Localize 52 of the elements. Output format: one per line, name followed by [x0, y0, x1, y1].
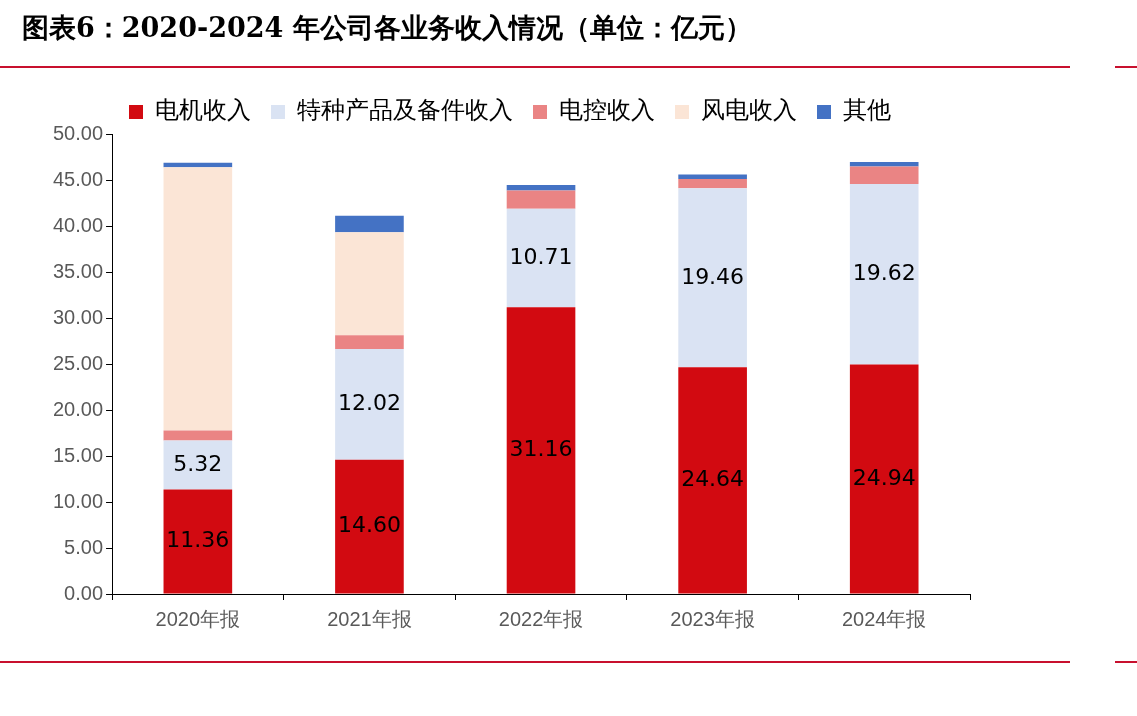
data-label: 24.64: [681, 466, 745, 492]
bar: [506, 190, 576, 209]
bar: [335, 459, 404, 594]
y-tick-label: 30.00: [52, 305, 104, 328]
legend-label: 电机收入: [155, 96, 251, 125]
x-tick-label: 2023年报: [670, 607, 755, 630]
y-tick-label: 10.00: [52, 489, 104, 512]
x-tick-label: 2020年报: [155, 607, 241, 630]
bar: [849, 184, 919, 365]
y-tick-label: 40.00: [52, 213, 104, 236]
y-tick-label: 35.00: [52, 259, 104, 282]
bar: [678, 179, 747, 189]
data-label: 24.94: [852, 464, 916, 490]
bar: [335, 232, 404, 336]
bar: [678, 367, 747, 594]
data-label: 19.62: [852, 260, 916, 286]
bar: [849, 364, 919, 594]
y-tick-label: 15.00: [52, 443, 104, 466]
bar: [506, 307, 576, 594]
y-tick-label: 50.00: [52, 121, 104, 144]
data-label: 11.36: [166, 527, 230, 553]
data-label: 5.32: [173, 450, 223, 476]
legend-label: 特种产品及备件收入: [297, 96, 513, 125]
bar: [849, 166, 919, 185]
data-label: 14.60: [337, 512, 401, 538]
x-tick-label: 2022年报: [498, 607, 584, 630]
bar: [678, 188, 747, 368]
data-label: 12.02: [337, 390, 401, 416]
y-tick-label: 45.00: [52, 167, 104, 190]
data-label: 31.16: [509, 436, 573, 462]
legend-label: 风电收入: [701, 96, 797, 125]
legend-label: 其他: [843, 96, 891, 125]
y-tick-label: 0.00: [64, 581, 104, 604]
data-label: 10.71: [509, 243, 573, 269]
legend-label: 电控收入: [559, 96, 655, 125]
bar: [849, 161, 919, 167]
bar: [163, 167, 233, 431]
x-tick-label: 2024年报: [841, 607, 927, 630]
y-tick-label: 20.00: [52, 397, 104, 420]
bar: [678, 174, 747, 180]
y-tick-label: 25.00: [52, 351, 104, 374]
bar: [163, 489, 233, 594]
bar: [506, 184, 576, 191]
data-label: 19.46: [681, 263, 745, 289]
bar: [506, 208, 576, 308]
x-tick-label: 2021年报: [327, 607, 412, 630]
bar: [163, 430, 233, 441]
chart-title: 图表6：2020-2024 年公司各业务收入情况（单位：亿元）: [22, 11, 752, 45]
bar: [335, 215, 404, 233]
bar: [335, 335, 404, 350]
bar: [335, 349, 404, 460]
y-tick-label: 5.00: [64, 535, 104, 558]
